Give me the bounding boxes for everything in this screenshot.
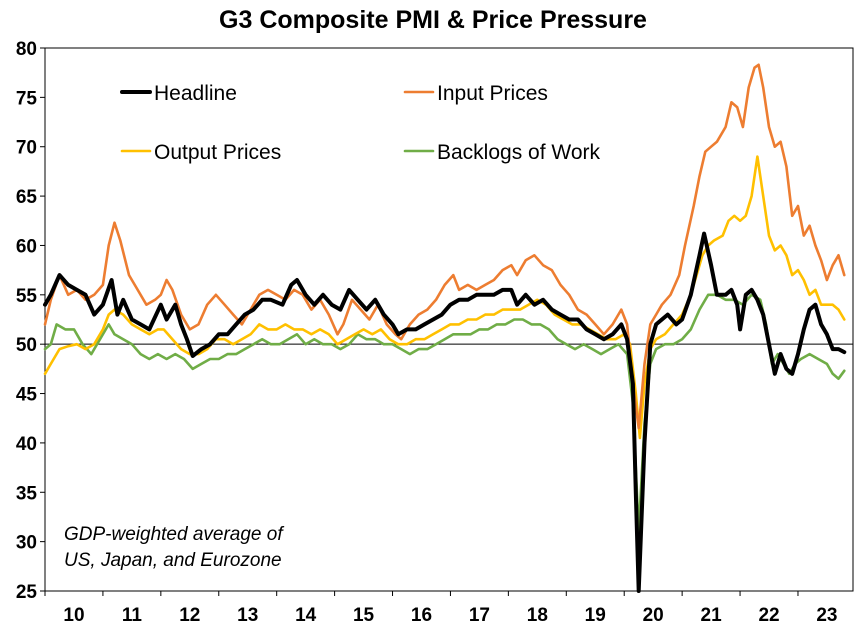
y-tick-label: 30 [16, 533, 37, 554]
y-tick-label: 75 [16, 88, 38, 109]
legend-label-output-prices: Output Prices [154, 141, 281, 164]
x-tick-label: 12 [179, 605, 200, 626]
y-axis: 25 30 35 40 45 50 55 60 65 70 75 80 [16, 39, 45, 603]
x-tick-label: 21 [701, 605, 723, 626]
x-tick-label: 15 [353, 605, 375, 626]
x-tick-label: 13 [237, 605, 258, 626]
y-tick-label: 80 [16, 39, 37, 60]
y-tick-label: 40 [16, 434, 37, 455]
series-layer [43, 63, 847, 593]
legend-label-headline: Headline [154, 82, 237, 105]
y-tick-label: 70 [16, 138, 37, 159]
legend-label-backlogs-of-work: Backlogs of Work [437, 141, 601, 164]
x-tick-label: 16 [411, 605, 432, 626]
x-tick-label: 23 [816, 605, 837, 626]
y-tick-label: 25 [16, 582, 38, 603]
x-tick-label: 14 [295, 605, 317, 626]
y-tick-label: 65 [16, 187, 38, 208]
x-axis: 10 11 12 13 14 15 16 17 18 19 20 21 22 23 [44, 591, 838, 626]
x-tick-label: 18 [527, 605, 548, 626]
annotation-line-2: US, Japan, and Eurozone [64, 550, 282, 571]
series-line-headline [43, 231, 847, 593]
x-tick-label: 11 [122, 605, 143, 626]
legend: Headline Input Prices Output Prices Backlog… [120, 82, 601, 164]
legend-label-input-prices: Input Prices [437, 82, 548, 105]
chart-title: G3 Composite PMI & Price Pressure [219, 6, 647, 34]
y-tick-label: 60 [16, 236, 37, 257]
y-tick-label: 55 [16, 286, 38, 307]
series-line-backlogs-of-work [43, 293, 846, 534]
x-tick-label: 20 [643, 605, 664, 626]
y-tick-label: 45 [16, 385, 38, 406]
x-tick-label: 10 [63, 605, 84, 626]
series-line-input-prices [43, 63, 846, 430]
x-tick-label: 17 [469, 605, 490, 626]
series-line-output-prices [43, 155, 846, 440]
x-tick-label: 22 [758, 605, 779, 626]
x-tick-label: 19 [585, 605, 606, 626]
y-tick-label: 50 [16, 335, 37, 356]
y-tick-label: 35 [16, 483, 38, 504]
annotation-line-1: GDP-weighted average of [64, 524, 284, 545]
